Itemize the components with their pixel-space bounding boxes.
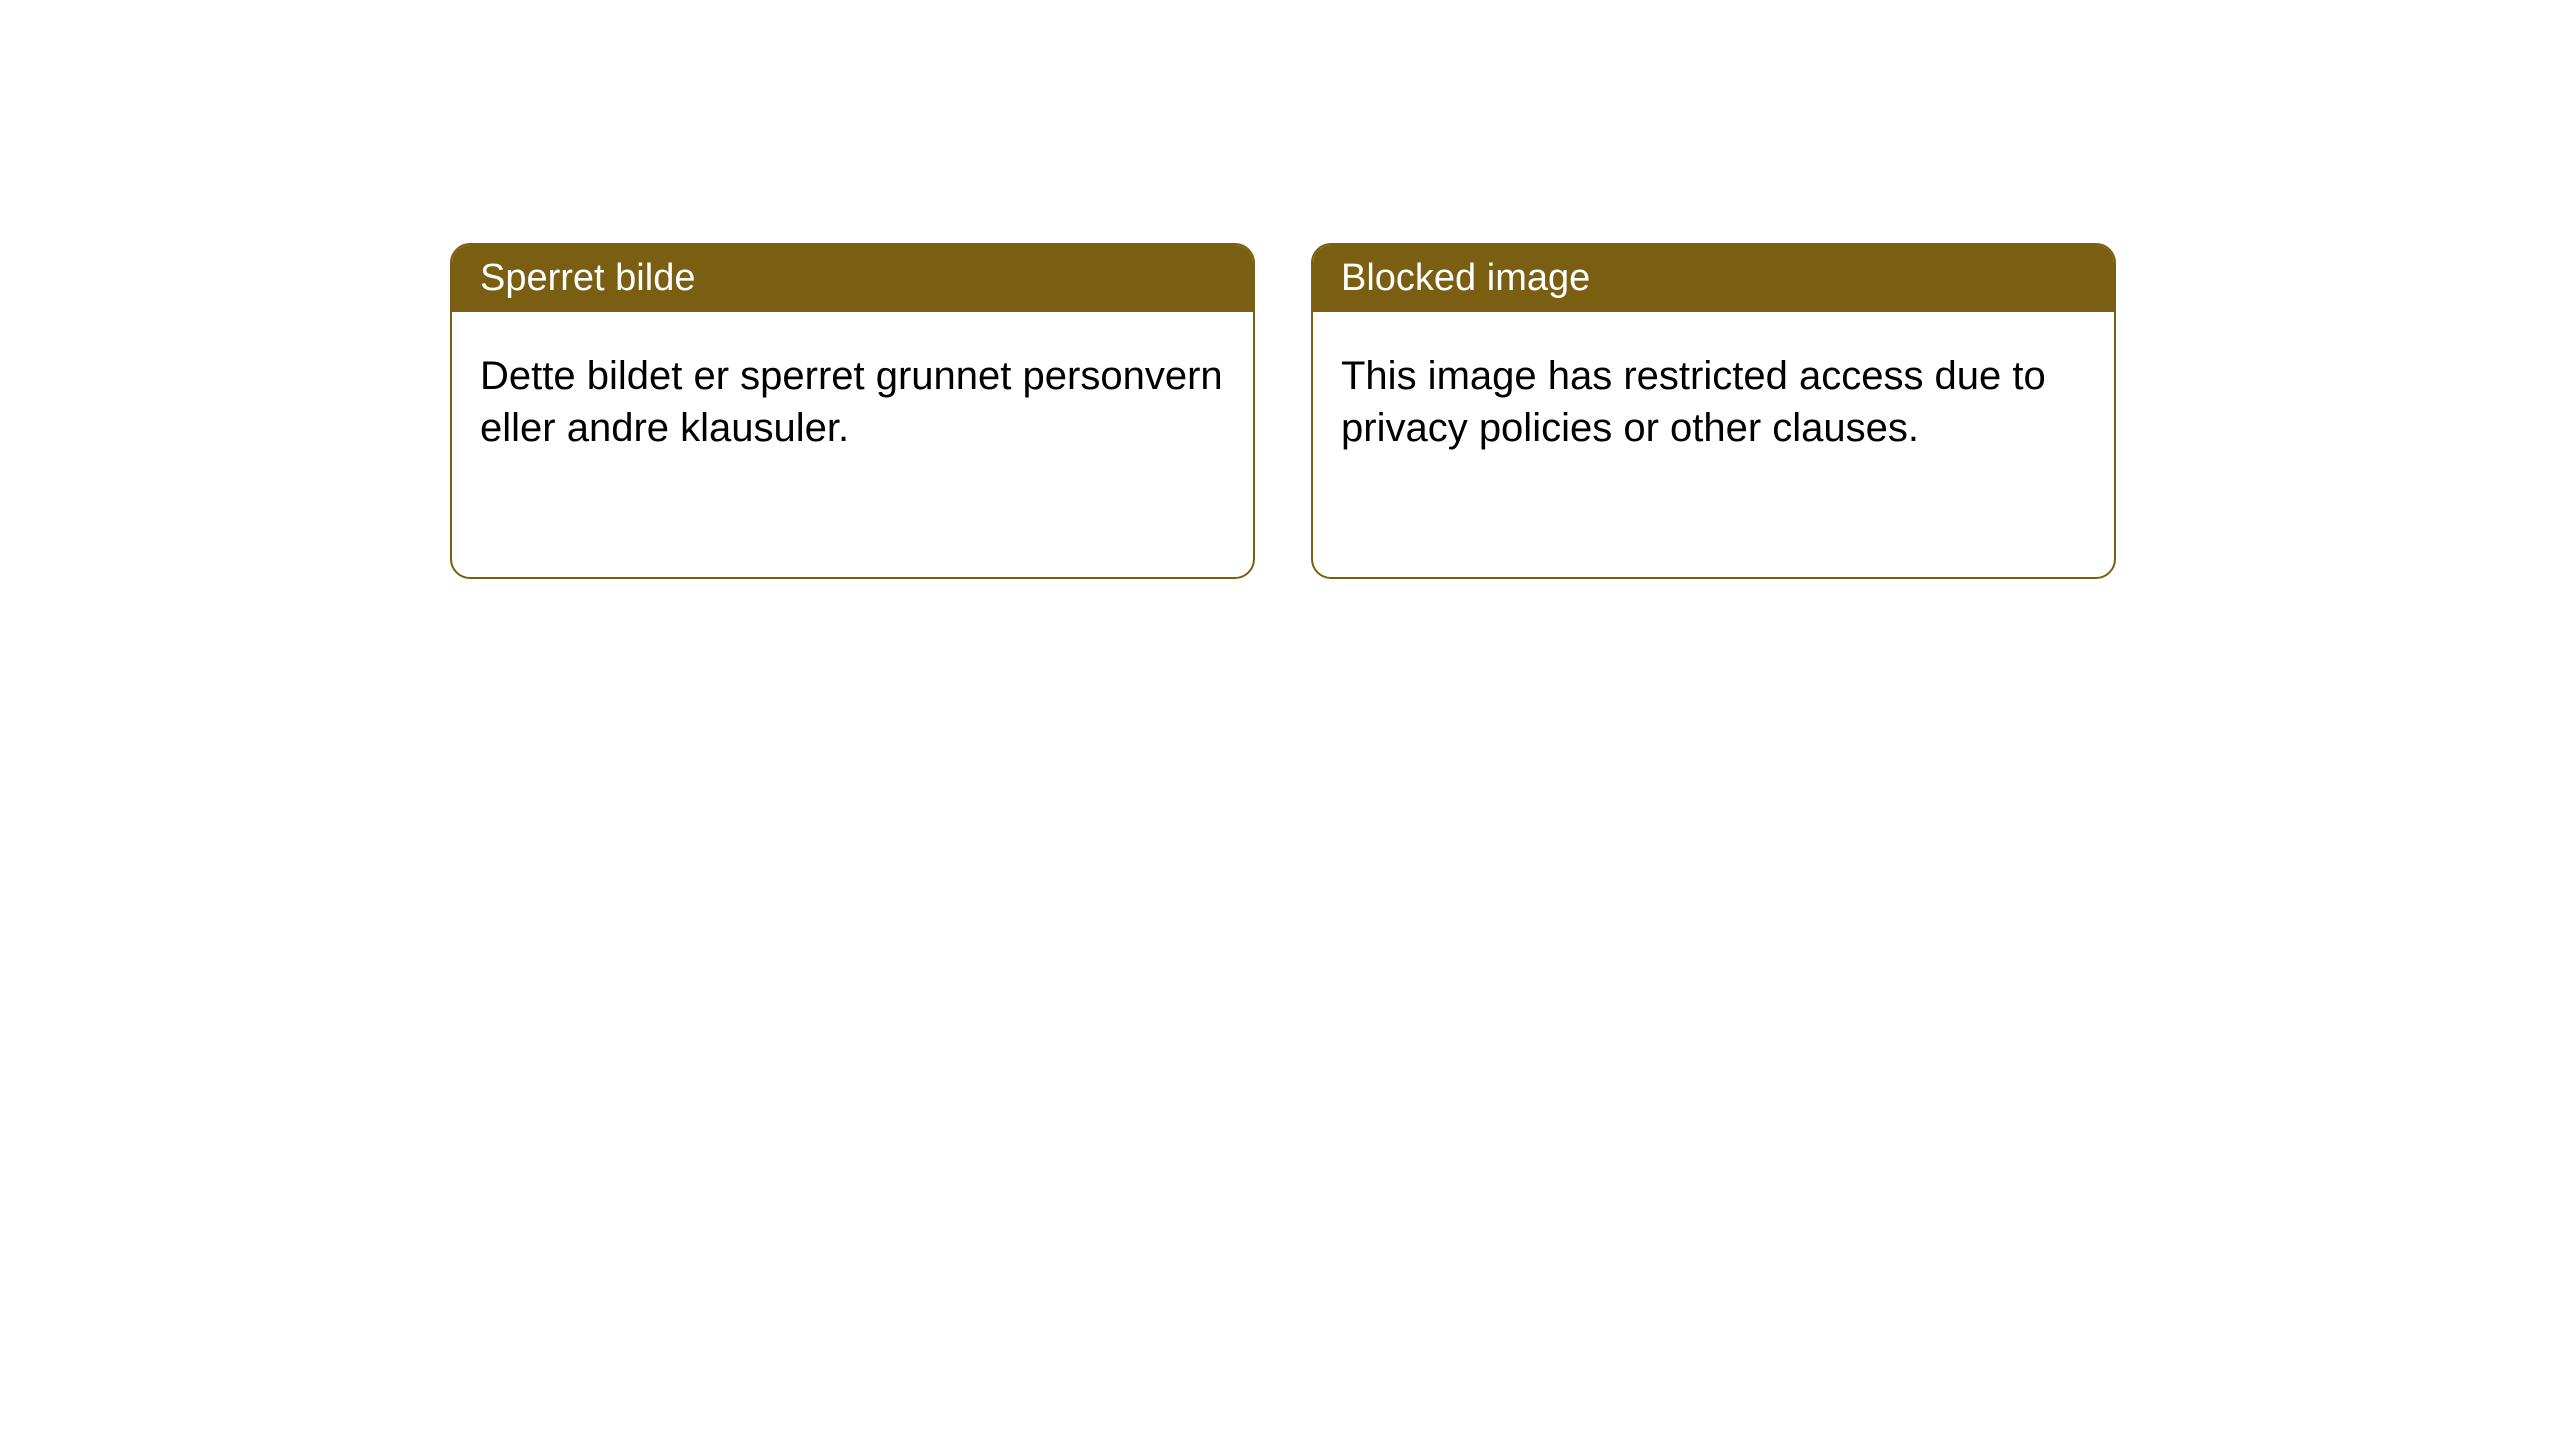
card-body: This image has restricted access due to … [1313,312,2114,492]
notice-card-norwegian: Sperret bilde Dette bildet er sperret gr… [450,243,1255,579]
card-header: Sperret bilde [452,245,1253,312]
card-title: Sperret bilde [480,257,695,299]
card-header: Blocked image [1313,245,2114,312]
card-body-text: This image has restricted access due to … [1341,354,2046,450]
card-body: Dette bildet er sperret grunnet personve… [452,312,1253,492]
card-body-text: Dette bildet er sperret grunnet personve… [480,354,1223,450]
notice-card-english: Blocked image This image has restricted … [1311,243,2116,579]
notice-cards-container: Sperret bilde Dette bildet er sperret gr… [0,0,2560,579]
card-title: Blocked image [1341,257,1590,299]
